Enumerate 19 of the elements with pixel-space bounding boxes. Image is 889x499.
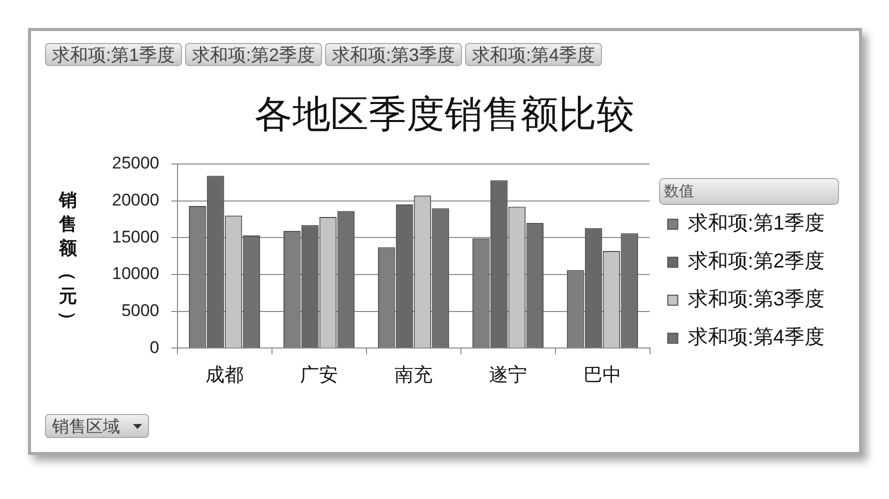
x-tick-label: 广安 (300, 364, 338, 386)
y-tick-label: 15000 (112, 227, 160, 246)
x-tick-label: 遂宁 (489, 364, 528, 386)
legend-label: 求和项:第4季度 (688, 326, 824, 349)
y-tick-label: 0 (150, 338, 160, 357)
legend-label: 求和项:第3季度 (688, 288, 824, 311)
x-tick-label: 巴中 (584, 364, 622, 386)
legend-label: 求和项:第1季度 (688, 212, 824, 235)
y-axis-title: 销售额（元） (57, 189, 79, 329)
y-tick-label: 5000 (121, 301, 160, 320)
text: 销售区域 (52, 416, 120, 438)
y-tick-label: 25000 (112, 154, 160, 173)
legend-label: 求和项:第2季度 (688, 250, 824, 273)
x-tick-label: 南充 (394, 364, 433, 386)
legend-title: 数值 (664, 182, 694, 202)
y-tick-label: 10000 (112, 264, 160, 284)
y-tick-label: 20000 (112, 190, 160, 210)
chart-title: 各地区季度销售额比较 (254, 93, 636, 138)
x-tick-label: 成都 (206, 364, 244, 386)
